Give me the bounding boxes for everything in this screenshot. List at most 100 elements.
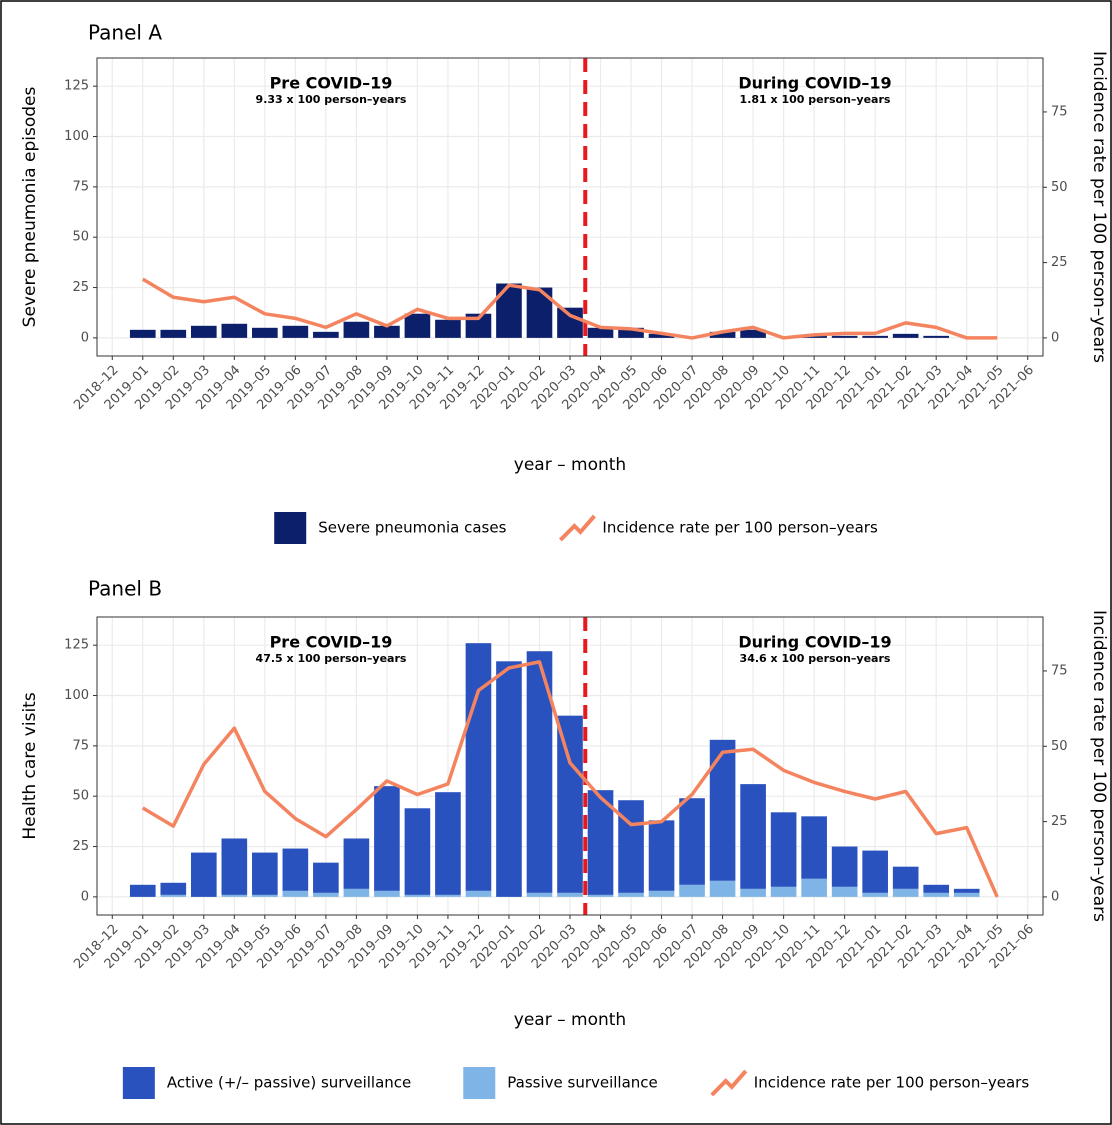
y2-axis-title: Incidence rate per 100 person–years xyxy=(1089,610,1109,922)
bar xyxy=(618,892,644,897)
bar xyxy=(343,838,370,889)
bar xyxy=(526,892,553,897)
bar xyxy=(648,820,675,891)
bar xyxy=(923,335,950,338)
annotation-title: Pre COVID–19 xyxy=(270,633,393,652)
bar xyxy=(374,325,400,338)
bar xyxy=(465,890,492,897)
bar xyxy=(343,321,370,338)
bar xyxy=(862,850,888,893)
bar xyxy=(831,335,858,338)
y-tick-label: 100 xyxy=(64,688,89,703)
bar xyxy=(282,325,309,338)
legend-item: Active (+/– passive) surveillance xyxy=(122,1067,411,1099)
bar xyxy=(953,888,980,893)
annotation-subtitle: 47.5 x 100 person–years xyxy=(256,652,407,665)
bar xyxy=(404,894,431,897)
bar xyxy=(831,886,858,897)
bar xyxy=(770,886,797,897)
legend-label: Incidence rate per 100 person–years xyxy=(602,519,878,537)
y2-tick-label: 50 xyxy=(1051,739,1068,754)
y-tick-label: 125 xyxy=(64,638,89,653)
legend-item: Passive surveillance xyxy=(463,1067,658,1099)
bar xyxy=(923,892,950,897)
y-tick-label: 0 xyxy=(81,889,89,904)
annotation-subtitle: 34.6 x 100 person–years xyxy=(740,652,891,665)
legend-label: Passive surveillance xyxy=(507,1074,658,1092)
y-axis-title: Health care visits xyxy=(20,692,40,839)
bar xyxy=(160,894,187,897)
y2-tick-label: 25 xyxy=(1051,814,1068,829)
bar xyxy=(770,812,797,887)
bar xyxy=(374,890,400,897)
bar xyxy=(953,892,980,897)
bar xyxy=(679,884,705,897)
bar xyxy=(343,888,370,897)
y-tick-label: 75 xyxy=(72,738,89,753)
annotation-subtitle: 1.81 x 100 person–years xyxy=(740,93,891,106)
bar xyxy=(618,800,644,893)
bar xyxy=(252,852,278,895)
bar xyxy=(740,784,766,889)
x-axis-title: year – month xyxy=(514,455,626,475)
bar xyxy=(496,283,522,338)
y2-tick-label: 0 xyxy=(1051,889,1059,904)
legend-item: Severe pneumonia cases xyxy=(274,512,507,544)
bar xyxy=(190,852,217,897)
bar xyxy=(709,739,736,881)
y2-tick-label: 0 xyxy=(1051,330,1059,345)
bar xyxy=(221,838,248,895)
bar xyxy=(221,323,248,338)
y2-tick-label: 75 xyxy=(1051,663,1068,678)
bar xyxy=(648,890,675,897)
annotation-title: During COVID–19 xyxy=(738,74,891,93)
legend-label: Severe pneumonia cases xyxy=(318,519,506,537)
bar xyxy=(252,894,278,897)
bar xyxy=(221,894,248,897)
legend-item: Incidence rate per 100 person–years xyxy=(710,1069,1030,1097)
annotation-title: Pre COVID–19 xyxy=(270,74,393,93)
line xyxy=(141,277,998,340)
y-axis-title: Severe pneumonia episodes xyxy=(20,87,40,328)
y2-tick-label: 50 xyxy=(1051,180,1068,195)
bar xyxy=(129,329,156,338)
legend: Severe pneumonia cases Incidence rate per… xyxy=(274,512,878,544)
annotation-title: During COVID–19 xyxy=(738,633,891,652)
y-tick-label: 0 xyxy=(81,330,89,345)
bar xyxy=(709,331,736,338)
annotation-subtitle: 9.33 x 100 person–years xyxy=(256,93,407,106)
bar xyxy=(282,890,309,897)
bar xyxy=(618,327,644,338)
bar xyxy=(587,327,614,338)
legend-key xyxy=(274,512,307,544)
bar xyxy=(435,894,461,897)
bar xyxy=(587,894,614,897)
bar xyxy=(892,888,919,897)
bar xyxy=(404,313,431,338)
bar xyxy=(435,319,461,338)
bar xyxy=(923,884,950,893)
bar xyxy=(404,808,431,895)
y-tick-label: 125 xyxy=(64,79,89,94)
bar xyxy=(160,882,187,895)
bar xyxy=(679,798,705,885)
legend-key xyxy=(710,1069,748,1097)
bar xyxy=(587,790,614,895)
y-tick-label: 25 xyxy=(72,280,89,295)
bar xyxy=(862,892,888,897)
y-tick-label: 75 xyxy=(72,179,89,194)
bar xyxy=(801,878,827,897)
bar xyxy=(831,846,858,887)
y-tick-label: 100 xyxy=(64,129,89,144)
bar xyxy=(892,333,919,338)
bar xyxy=(282,848,309,891)
legend-label: Incidence rate per 100 person–years xyxy=(754,1074,1030,1092)
legend-key xyxy=(463,1067,496,1099)
y-tick-label: 50 xyxy=(72,789,89,804)
bar xyxy=(160,329,187,338)
y-tick-label: 50 xyxy=(72,230,89,245)
bar xyxy=(557,307,583,338)
bar xyxy=(313,331,339,338)
legend: Active (+/– passive) surveillance Passive… xyxy=(122,1067,1030,1099)
